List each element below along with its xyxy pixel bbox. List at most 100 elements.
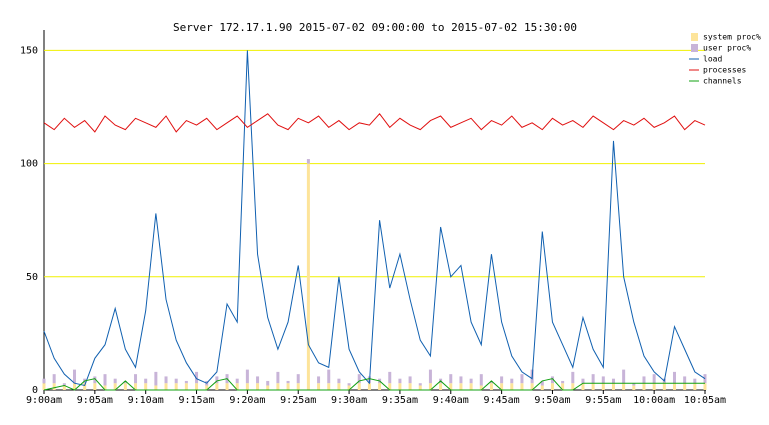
proc-bar xyxy=(134,383,138,390)
proc-bar xyxy=(378,383,382,390)
x-tick-label: 9:05am xyxy=(77,395,113,406)
proc-bar xyxy=(256,383,260,390)
x-tick-label: 9:00am xyxy=(26,395,62,406)
proc-bar xyxy=(398,383,402,390)
proc-bar xyxy=(642,376,646,384)
proc-bar xyxy=(296,383,300,390)
proc-bar xyxy=(510,383,514,390)
proc-bar xyxy=(449,374,453,384)
proc-bar xyxy=(489,383,493,390)
proc-bar xyxy=(561,383,565,390)
proc-bar xyxy=(459,383,463,390)
proc-bar xyxy=(123,383,127,390)
proc-bar xyxy=(164,376,168,384)
proc-bar xyxy=(510,378,514,384)
proc-bar xyxy=(418,385,422,390)
x-tick-label: 9:15am xyxy=(178,395,214,406)
proc-bar xyxy=(632,383,636,386)
proc-bar xyxy=(317,383,321,390)
proc-bar xyxy=(93,376,97,384)
proc-bar xyxy=(469,378,473,384)
y-tick-label: 50 xyxy=(26,272,38,283)
proc-bar xyxy=(408,383,412,390)
proc-bar xyxy=(428,369,432,384)
proc-bar xyxy=(337,383,341,390)
proc-bar xyxy=(42,383,46,390)
proc-bar xyxy=(164,383,168,390)
proc-bar xyxy=(622,369,626,384)
legend-label: channels xyxy=(703,77,742,86)
proc-bar xyxy=(642,383,646,390)
proc-bar xyxy=(540,380,544,386)
series-line xyxy=(43,50,706,387)
proc-bar xyxy=(286,383,290,390)
proc-bar xyxy=(337,378,341,384)
proc-bar xyxy=(205,385,209,390)
proc-bar xyxy=(611,383,615,390)
proc-bar xyxy=(174,383,178,390)
proc-bar xyxy=(479,374,483,386)
proc-bar xyxy=(601,383,605,390)
proc-bar xyxy=(703,383,707,390)
proc-bar xyxy=(652,383,656,390)
proc-bar xyxy=(245,383,249,390)
proc-bar xyxy=(449,383,453,390)
proc-bar xyxy=(62,383,66,386)
proc-bar xyxy=(662,383,666,390)
proc-bar xyxy=(357,374,361,384)
proc-bar xyxy=(327,369,331,384)
proc-bar xyxy=(93,383,97,390)
proc-bar xyxy=(581,383,585,390)
proc-bar xyxy=(561,380,565,384)
proc-bar xyxy=(215,383,219,390)
proc-bar xyxy=(408,376,412,384)
proc-bar xyxy=(347,383,351,386)
proc-bar xyxy=(530,383,534,390)
proc-bar xyxy=(266,380,270,386)
proc-bar xyxy=(215,376,219,384)
x-tick-label: 9:40am xyxy=(433,395,469,406)
proc-bar xyxy=(296,374,300,384)
proc-bar xyxy=(52,374,56,384)
proc-bar xyxy=(601,376,605,384)
proc-bar xyxy=(550,383,554,390)
legend-swatch xyxy=(691,44,698,52)
proc-bar xyxy=(652,374,656,384)
proc-bar xyxy=(489,380,493,384)
x-tick-label: 9:20am xyxy=(229,395,265,406)
proc-bar xyxy=(357,383,361,390)
proc-bar xyxy=(83,383,87,390)
proc-bar xyxy=(520,374,524,384)
proc-bar xyxy=(134,374,138,384)
y-tick-label: 100 xyxy=(20,159,38,170)
proc-bar xyxy=(591,383,595,390)
proc-bar xyxy=(62,385,66,390)
proc-bar xyxy=(500,383,504,390)
proc-bar xyxy=(144,378,148,384)
proc-bar xyxy=(144,383,148,390)
proc-bar xyxy=(347,385,351,390)
proc-bar xyxy=(154,371,158,386)
proc-bar xyxy=(672,383,676,390)
proc-bar xyxy=(73,383,77,390)
proc-bar xyxy=(327,383,331,390)
x-tick-label: 9:45am xyxy=(484,395,520,406)
series-line xyxy=(43,378,705,391)
chart-title: Server 172.17.1.90 2015-07-02 09:00:00 t… xyxy=(173,21,577,34)
proc-bar xyxy=(113,378,117,384)
proc-bar xyxy=(540,385,544,390)
proc-bar xyxy=(225,383,229,390)
x-tick-label: 9:25am xyxy=(280,395,316,406)
proc-bar xyxy=(367,383,371,390)
legend-label: load xyxy=(703,55,722,64)
proc-bar xyxy=(103,374,107,386)
proc-bar xyxy=(42,378,46,384)
proc-bar xyxy=(672,371,676,384)
proc-bar xyxy=(693,383,697,390)
x-tick-label: 10:00am xyxy=(633,395,675,406)
proc-bar xyxy=(520,383,524,390)
proc-bar xyxy=(276,383,280,390)
proc-bar xyxy=(235,383,239,390)
proc-bar xyxy=(571,371,575,384)
